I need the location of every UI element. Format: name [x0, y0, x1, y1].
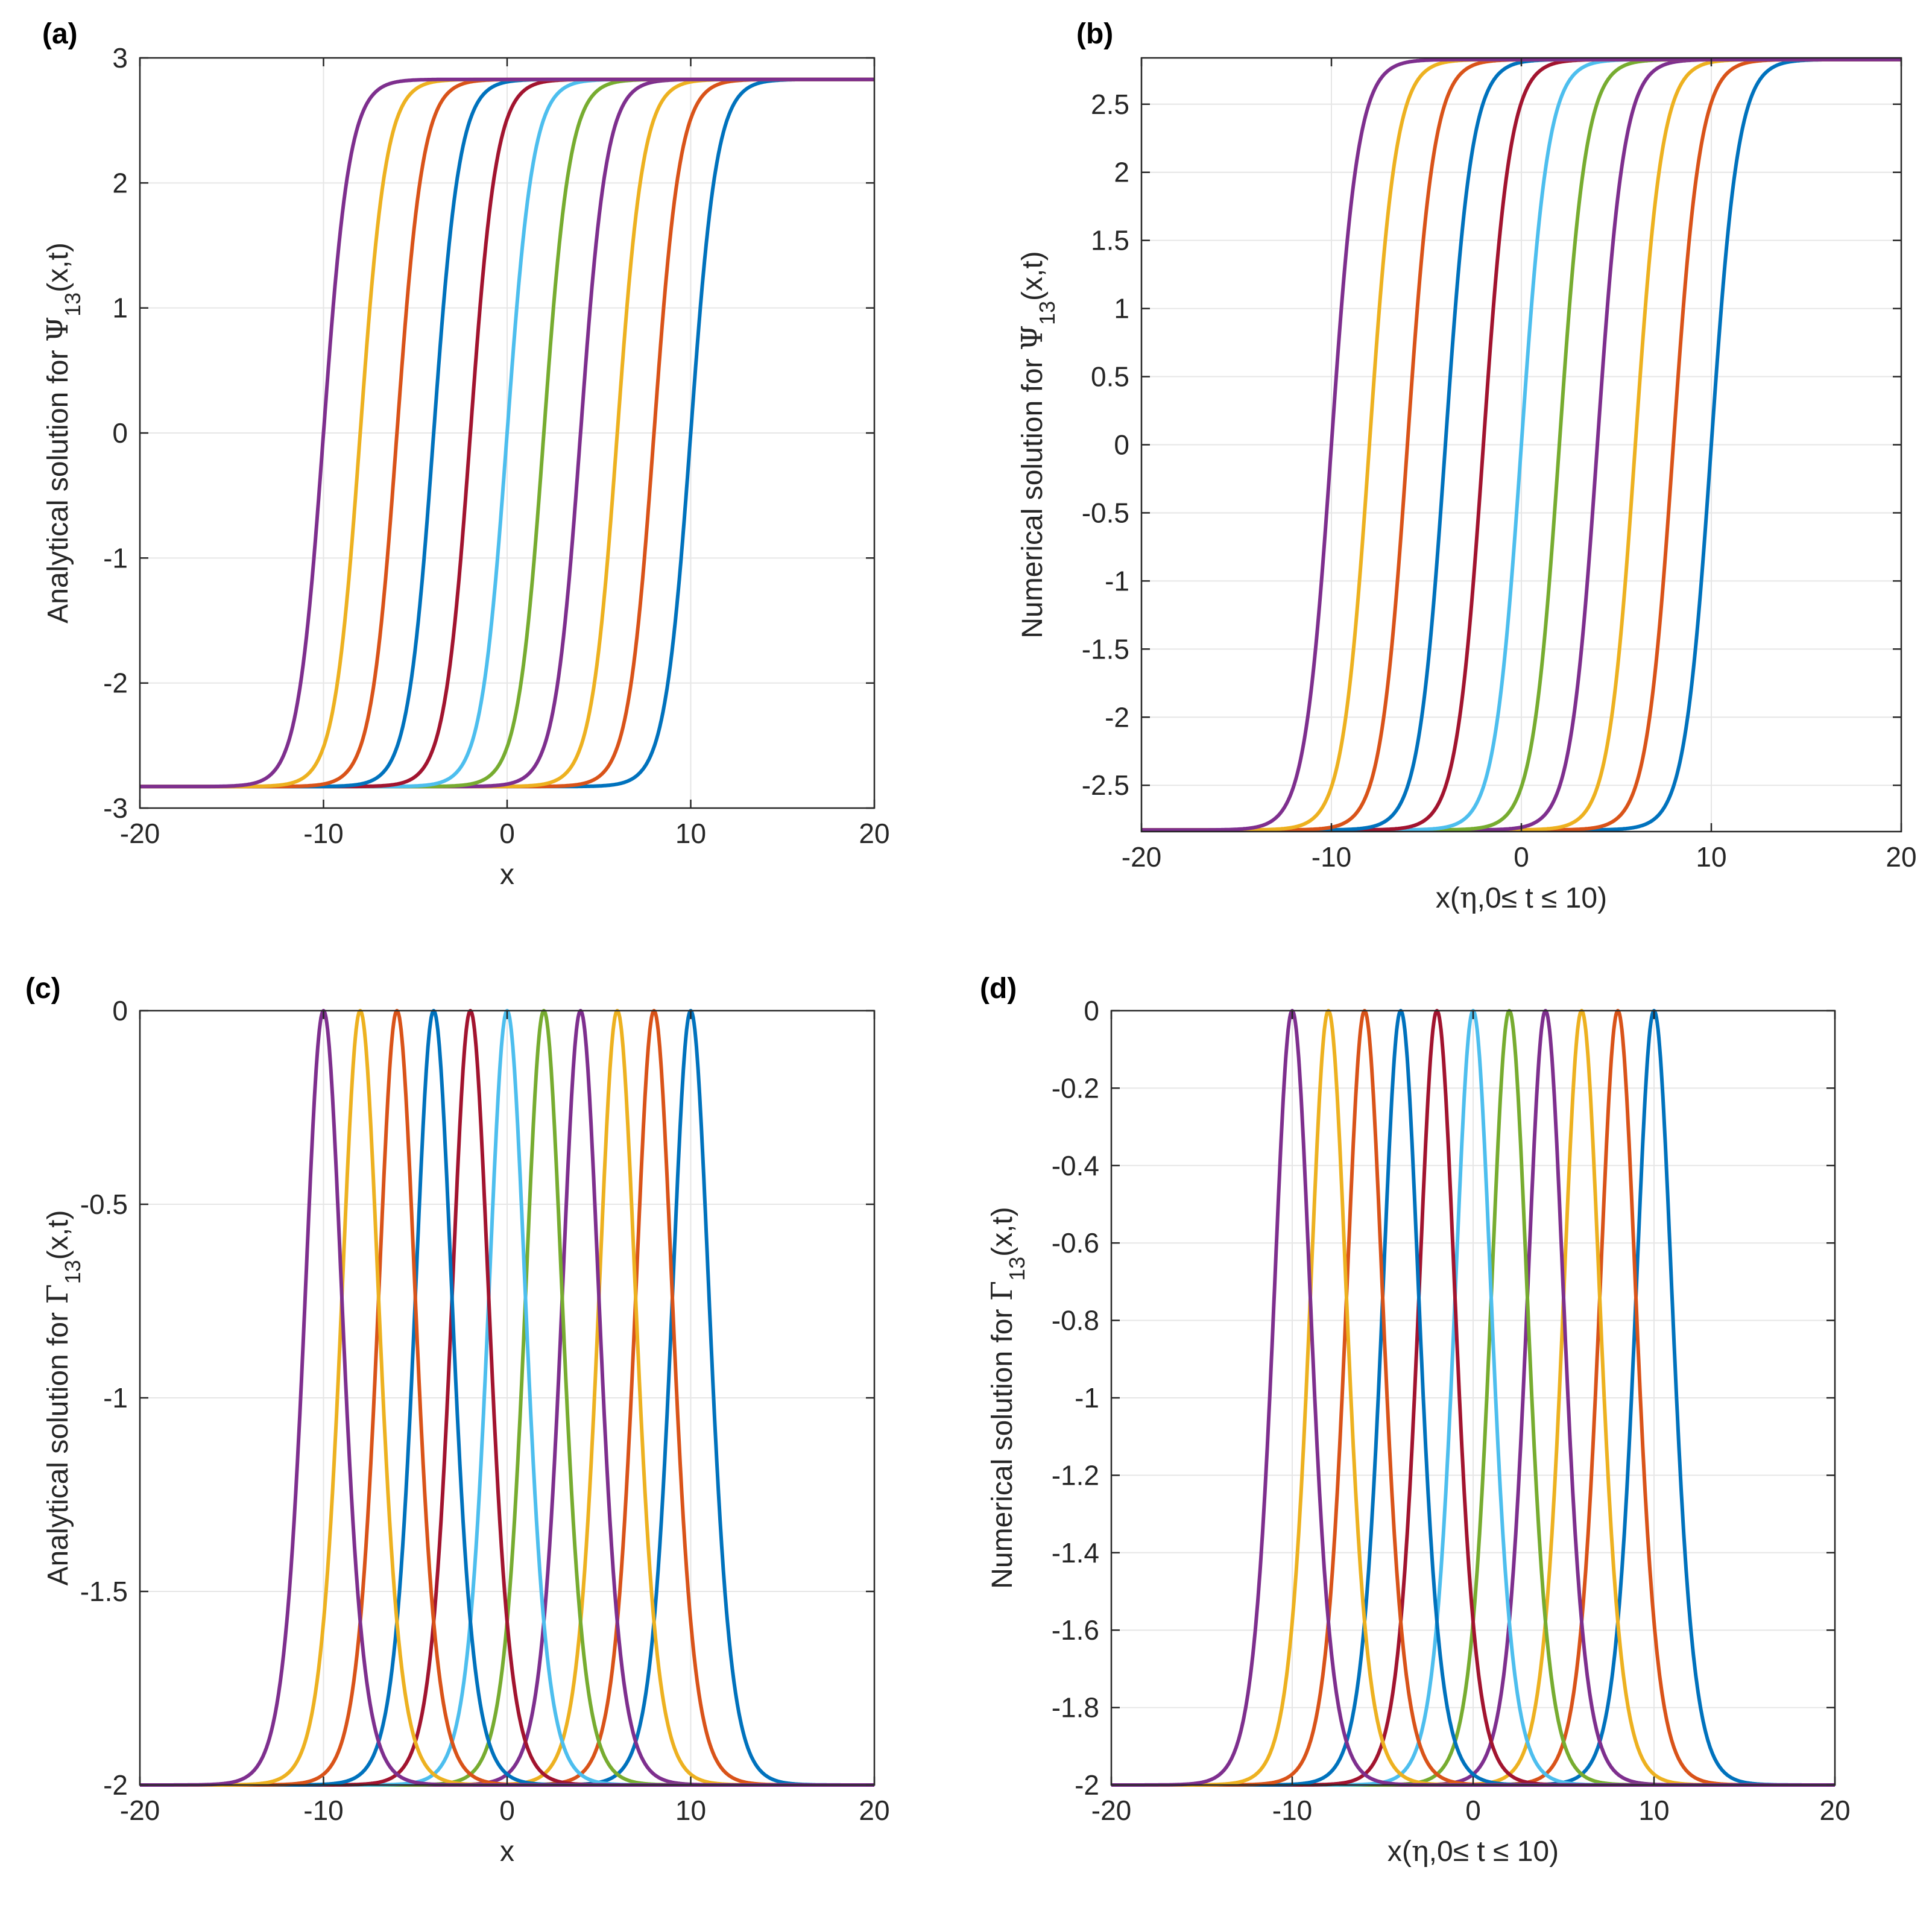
y-tick-label: -1.2: [1052, 1459, 1099, 1491]
axis-label-subscript: 13: [1035, 301, 1059, 325]
axis-label-text: (x,t): [987, 1207, 1018, 1257]
x-axis-label: x(η,0≤ t ≤ 10): [1387, 1834, 1559, 1868]
panel-a-letter: (a): [42, 18, 78, 50]
axis-label-text: (x,t): [1017, 251, 1049, 301]
y-tick-label: 2.5: [1091, 89, 1129, 120]
axis-label-symbol: η: [1460, 881, 1477, 915]
y-tick-label: -2: [1075, 1769, 1099, 1801]
series-line-t0: [139, 77, 876, 789]
x-axis-label: x: [500, 859, 514, 891]
y-tick-label: -0.5: [80, 1189, 128, 1220]
y-tick-label: -0.2: [1052, 1072, 1099, 1104]
x-tick-label: -10: [1312, 841, 1351, 873]
axis-label-text: (x,t): [42, 242, 74, 292]
x-tick-label: -10: [303, 1795, 343, 1826]
x-tick-label: 10: [1638, 1795, 1669, 1826]
y-tick-label: -1: [103, 1382, 128, 1414]
y-tick-label: 0.5: [1091, 361, 1129, 393]
y-axis-label: Analytical solution for Ψ13(x,t): [41, 242, 85, 624]
y-axis-label: Numerical solution for Γ13(x,t): [985, 1207, 1029, 1589]
y-tick-label: 0: [1084, 995, 1099, 1026]
y-tick-label: -1.5: [1082, 633, 1129, 665]
x-tick-label: 0: [499, 818, 515, 849]
axis-label-subscript: 13: [60, 292, 85, 317]
x-tick-label: 20: [1819, 1795, 1850, 1826]
panel-b-letter: (b): [1076, 18, 1113, 50]
axis-label-symbol: η: [1412, 1834, 1429, 1868]
axis-label-text: (x,t): [42, 1210, 74, 1260]
y-tick-label: -0.8: [1052, 1305, 1099, 1336]
axis-label-text: Analytical solution for: [42, 342, 74, 624]
panel-c-letter: (c): [25, 973, 61, 1005]
y-tick-label: -2.5: [1082, 769, 1129, 801]
y-tick-label: -1: [1075, 1382, 1099, 1414]
y-tick-label: -1.6: [1052, 1614, 1099, 1646]
axis-label-text: ,0≤ t ≤ 10): [1429, 1836, 1559, 1868]
panel-d-letter: (d): [980, 973, 1017, 1005]
axis-label-text: Numerical solution for: [987, 1301, 1018, 1589]
axis-label-text: ,0≤ t ≤ 10): [1477, 882, 1607, 914]
axis-label-text: x(: [1387, 1836, 1412, 1868]
y-tick-label: 0: [112, 995, 128, 1026]
x-tick-label: 0: [1514, 841, 1529, 873]
x-tick-label: 0: [499, 1795, 515, 1826]
y-tick-label: -0.4: [1052, 1150, 1099, 1181]
x-tick-label: 10: [675, 818, 706, 849]
y-tick-label: 3: [112, 42, 128, 74]
x-axis-label: x(η,0≤ t ≤ 10): [1436, 881, 1607, 915]
x-axis-label: x: [500, 1836, 514, 1868]
panel-c: -20 -10 0 10 20 -2 -1.5 -1 -0.5 0 x Analytical solu…: [41, 995, 890, 1868]
y-axis-label: Numerical solution for Ψ13(x,t): [1015, 251, 1059, 638]
y-tick-label: -0.6: [1052, 1227, 1099, 1259]
x-tick-label: -20: [120, 1795, 160, 1826]
axis-label-symbol: Γ: [985, 1281, 1019, 1301]
y-tick-label: -2: [1105, 701, 1129, 733]
y-tick-label: -1.4: [1052, 1537, 1099, 1569]
y-tick-label: 2: [1114, 157, 1129, 188]
axis-label-symbol: Ψ: [41, 317, 75, 342]
x-tick-label: 10: [1696, 841, 1726, 873]
x-tick-label: 0: [1465, 1795, 1481, 1826]
axis-label-subscript: 13: [60, 1260, 85, 1284]
y-tick-label: 0: [1114, 429, 1129, 461]
x-tick-label: 20: [1886, 841, 1916, 873]
x-tick-label: 20: [859, 1795, 889, 1826]
y-tick-label: -1: [103, 542, 128, 573]
y-tick-label: -2: [103, 1769, 128, 1801]
y-tick-label: 1: [112, 292, 128, 324]
axis-label-text: x(: [1436, 882, 1460, 914]
y-tick-label: 1: [1114, 293, 1129, 324]
x-tick-label: -10: [303, 818, 343, 849]
y-tick-label: -3: [103, 792, 128, 824]
x-tick-label: 20: [859, 818, 889, 849]
panel-b: -20 -10 0 10 20 -2.5 -2 -1.5 -1 -0.5 0 0.5 1 1.5 2 2.5 x…: [1015, 57, 1917, 915]
y-tick-label: -1.5: [80, 1576, 128, 1607]
x-tick-label: -20: [1091, 1795, 1131, 1826]
x-tick-label: -20: [120, 818, 160, 849]
axis-label-text: Numerical solution for: [1017, 350, 1049, 639]
axis-label-text: Analytical solution for: [42, 1304, 74, 1586]
axis-label-symbol: Γ: [41, 1284, 75, 1304]
y-tick-label: 1.5: [1091, 225, 1129, 256]
axis-label-symbol: Ψ: [1015, 325, 1049, 350]
y-tick-label: 0: [112, 417, 128, 449]
y-tick-label: 2: [112, 167, 128, 198]
y-tick-label: -0.5: [1082, 497, 1129, 528]
panel-d: -20 -10 0 10 20 -2 -1.8 -1.6 -1.4 -1.2 -1 -0.8 -0.6 -…: [985, 995, 1851, 1868]
axis-label-subscript: 13: [1005, 1257, 1029, 1281]
y-tick-label: -2: [103, 668, 128, 699]
y-tick-label: -1: [1105, 565, 1129, 596]
y-axis-label: Analytical solution for Γ13(x,t): [41, 1210, 85, 1586]
x-tick-label: -10: [1272, 1795, 1312, 1826]
x-tick-label: 10: [675, 1795, 706, 1826]
y-tick-label: -1.8: [1052, 1692, 1099, 1723]
x-tick-label: -20: [1122, 841, 1161, 873]
